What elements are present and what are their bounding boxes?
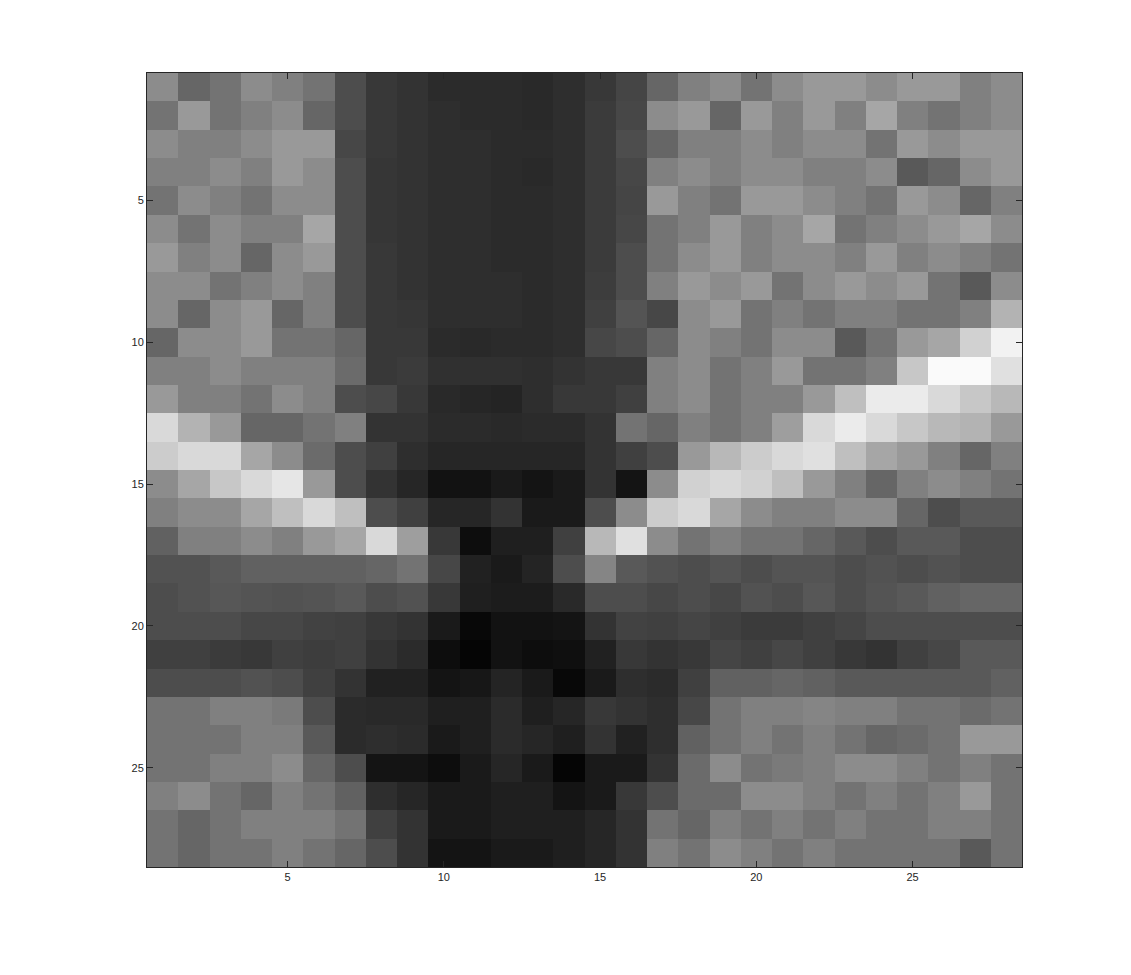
svg-text:15: 15 bbox=[594, 871, 606, 883]
svg-text:10: 10 bbox=[438, 871, 450, 883]
svg-text:5: 5 bbox=[138, 194, 144, 206]
svg-text:10: 10 bbox=[132, 336, 144, 348]
svg-text:20: 20 bbox=[132, 620, 144, 632]
svg-text:15: 15 bbox=[132, 478, 144, 490]
svg-text:25: 25 bbox=[132, 762, 144, 774]
svg-text:25: 25 bbox=[907, 871, 919, 883]
svg-text:5: 5 bbox=[285, 871, 291, 883]
svg-text:20: 20 bbox=[750, 871, 762, 883]
